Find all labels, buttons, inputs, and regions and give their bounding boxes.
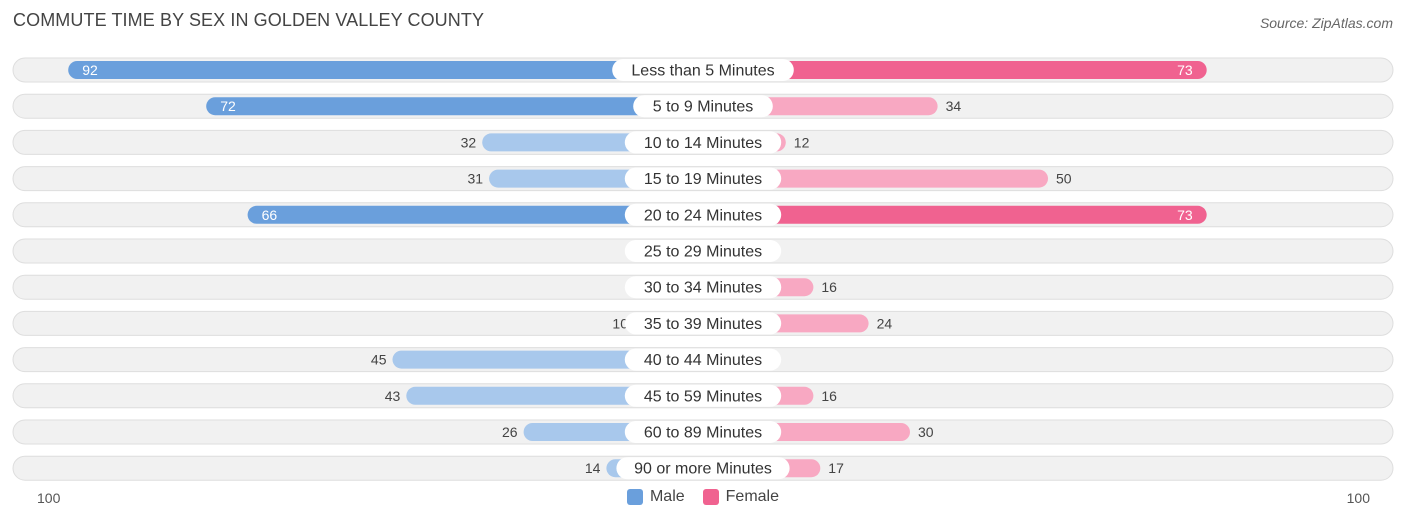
male-value-label: 43 — [385, 388, 401, 404]
chart-canvas: 92 73 Less than 5 Minutes 72 34 5 to 9 Minute… — [12, 57, 1394, 481]
category-label: 90 or more Minutes — [634, 461, 772, 478]
female-value-label: 17 — [828, 460, 844, 476]
male-value-label: 14 — [585, 460, 601, 476]
legend-swatch-male — [626, 489, 643, 505]
legend-label-male: Male — [649, 488, 685, 505]
category-pill — [624, 167, 782, 190]
female-value-label: 12 — [794, 134, 810, 150]
male-value-label: 45 — [371, 352, 387, 368]
male-value-label: 66 — [262, 207, 278, 223]
category-pill — [624, 276, 782, 299]
male-value-label: 92 — [82, 62, 98, 78]
category-pill — [616, 457, 790, 480]
male-value-label: 26 — [502, 424, 518, 440]
male-bar — [206, 97, 712, 116]
female-value-label: 30 — [918, 424, 934, 440]
category-pill — [624, 312, 782, 335]
category-pill — [624, 348, 782, 371]
category-pill — [624, 131, 782, 154]
source-label: Source: ZipAtlas.com — [1259, 15, 1393, 31]
category-label: Less than 5 Minutes — [631, 63, 774, 80]
female-value-label: 16 — [821, 279, 837, 295]
male-bar — [247, 205, 712, 224]
female-bar — [694, 61, 1207, 79]
category-pill — [624, 421, 782, 443]
male-value-label: 31 — [468, 171, 484, 187]
male-value-label: 32 — [461, 134, 477, 150]
female-value-label: 24 — [877, 315, 893, 331]
category-label: 15 to 19 Minutes — [644, 171, 762, 188]
female-value-label: 16 — [821, 388, 837, 404]
female-bar — [694, 205, 1207, 224]
axis-right-label: 100 — [1346, 490, 1370, 506]
category-label: 20 to 24 Minutes — [644, 207, 762, 224]
category-label: 10 to 14 Minutes — [644, 135, 762, 152]
legend-swatch-female — [702, 489, 719, 505]
female-value-label: 34 — [946, 98, 962, 114]
category-label: 60 to 89 Minutes — [644, 425, 762, 442]
female-value-label: 73 — [1177, 207, 1193, 223]
male-value-label: 10 — [612, 315, 628, 331]
category-label: 25 to 29 Minutes — [644, 244, 762, 261]
male-bar — [68, 61, 712, 79]
legend-item-female[interactable]: Female — [702, 488, 780, 506]
category-label: 45 to 59 Minutes — [644, 388, 762, 405]
category-label: 30 to 34 Minutes — [644, 280, 762, 297]
female-bar — [694, 169, 1048, 188]
category-label: 35 to 39 Minutes — [644, 316, 762, 333]
category-pill — [624, 384, 782, 407]
legend-item-male[interactable]: Male — [626, 488, 685, 506]
legend: Male Female — [0, 488, 1406, 506]
category-pill — [612, 59, 794, 81]
female-value-label: 50 — [1056, 171, 1072, 187]
category-pill — [633, 95, 773, 118]
category-label: 5 to 9 Minutes — [653, 99, 754, 116]
female-value-label: 73 — [1177, 62, 1193, 78]
male-value-label: 72 — [220, 98, 236, 114]
chart-title: COMMUTE TIME BY SEX IN GOLDEN VALLEY COU… — [13, 10, 485, 30]
legend-label-female: Female — [725, 488, 780, 505]
axis-left-label: 100 — [37, 490, 61, 506]
category-pill — [624, 240, 782, 262]
category-label: 40 to 44 Minutes — [644, 352, 762, 369]
category-pill — [624, 203, 782, 226]
